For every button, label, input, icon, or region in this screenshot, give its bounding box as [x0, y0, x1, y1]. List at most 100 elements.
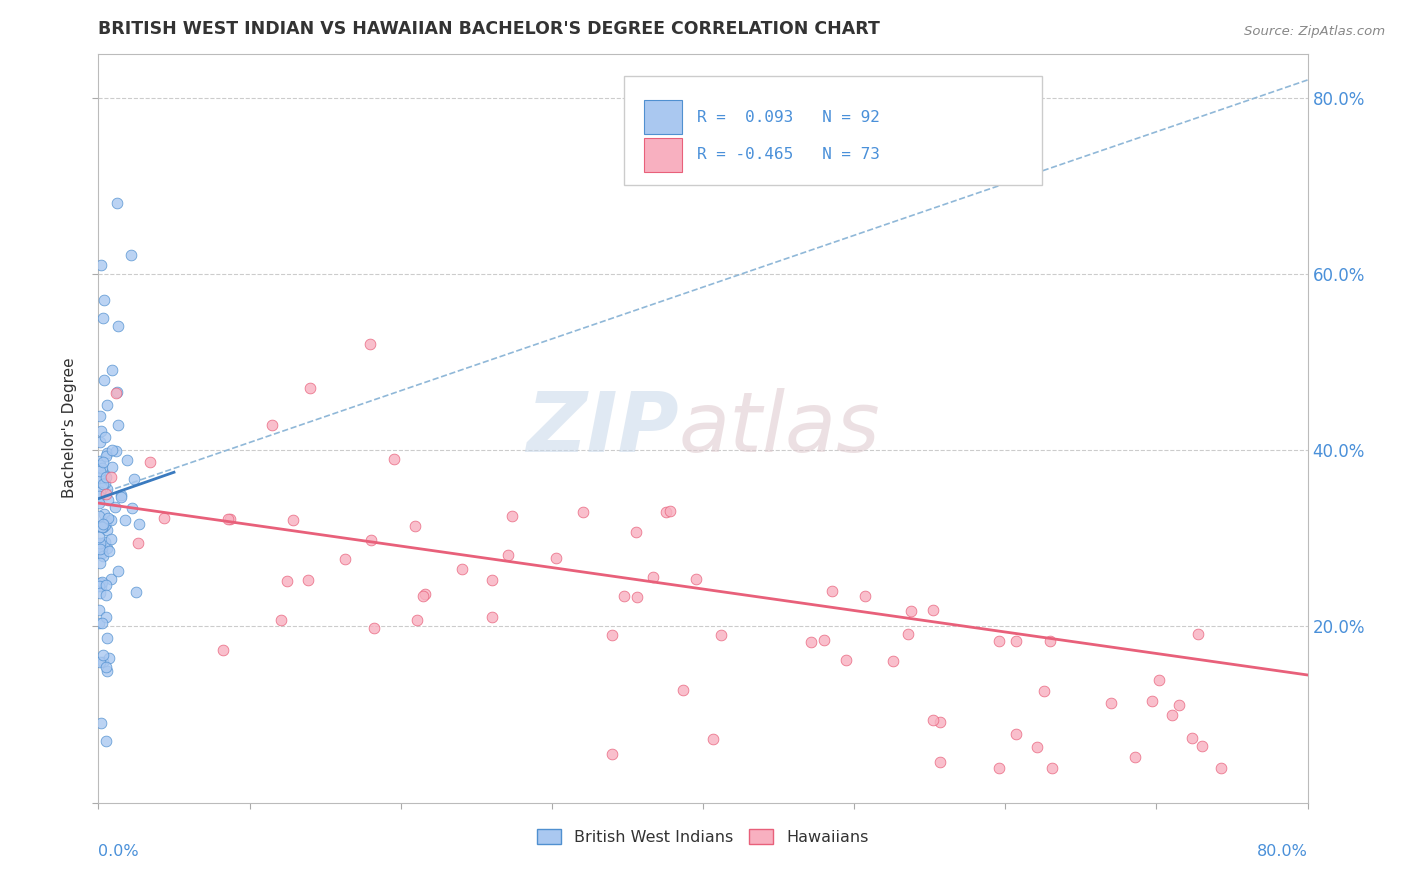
- Point: [94, 588, 117, 602]
- Point: [91, 655, 114, 669]
- Legend: British West Indians, Hawaiians: British West Indians, Hawaiians: [531, 822, 875, 851]
- Point: [217, 512, 239, 526]
- Point: [98, 544, 121, 558]
- Point: [90, 574, 112, 589]
- Point: [90, 579, 112, 593]
- Point: [96, 541, 118, 556]
- Point: [93, 468, 115, 483]
- Point: [97, 492, 120, 507]
- Point: [94, 469, 117, 483]
- Point: [299, 382, 322, 396]
- Point: [94, 487, 117, 501]
- Point: [107, 319, 129, 334]
- Point: [211, 643, 233, 657]
- Point: [89, 484, 111, 499]
- Point: [105, 196, 128, 211]
- Point: [94, 517, 117, 532]
- Point: [101, 459, 124, 474]
- Point: [89, 409, 111, 423]
- Point: [101, 363, 124, 377]
- Point: [1140, 694, 1163, 708]
- Point: [1026, 740, 1049, 755]
- Point: [922, 602, 945, 616]
- Point: [128, 517, 150, 532]
- Point: [929, 755, 952, 769]
- FancyBboxPatch shape: [644, 101, 682, 134]
- Point: [89, 489, 111, 503]
- Point: [89, 655, 111, 669]
- Point: [91, 310, 114, 325]
- Point: [96, 398, 118, 412]
- Point: [89, 556, 111, 570]
- Point: [107, 417, 129, 432]
- Point: [1209, 760, 1232, 774]
- Text: BRITISH WEST INDIAN VS HAWAIIAN BACHELOR'S DEGREE CORRELATION CHART: BRITISH WEST INDIAN VS HAWAIIAN BACHELOR…: [98, 21, 880, 38]
- Point: [94, 534, 117, 549]
- Point: [89, 434, 111, 449]
- Point: [685, 572, 707, 586]
- Point: [450, 562, 472, 576]
- Point: [90, 460, 112, 475]
- Point: [96, 450, 118, 464]
- Point: [110, 490, 132, 504]
- Point: [800, 635, 823, 649]
- Point: [93, 507, 115, 521]
- Point: [153, 511, 176, 525]
- Point: [110, 488, 132, 502]
- Point: [1040, 760, 1063, 774]
- Point: [89, 536, 111, 550]
- Point: [218, 512, 240, 526]
- Point: [91, 520, 114, 534]
- Point: [117, 453, 139, 467]
- Point: [90, 258, 112, 272]
- Point: [94, 578, 117, 592]
- Point: [360, 533, 382, 548]
- Point: [643, 570, 665, 584]
- Point: [820, 583, 842, 598]
- Point: [100, 532, 122, 546]
- Point: [413, 586, 436, 600]
- Point: [544, 550, 567, 565]
- Point: [1160, 707, 1182, 722]
- Point: [602, 747, 624, 762]
- Point: [90, 716, 112, 731]
- Point: [333, 552, 356, 566]
- Point: [96, 610, 118, 624]
- FancyBboxPatch shape: [624, 76, 1042, 185]
- Point: [929, 715, 952, 730]
- Point: [835, 653, 858, 667]
- Point: [104, 500, 127, 514]
- Point: [1191, 739, 1213, 753]
- Point: [89, 541, 111, 556]
- Point: [96, 664, 118, 678]
- Point: [360, 337, 382, 351]
- Point: [91, 517, 114, 532]
- Point: [97, 651, 120, 665]
- Point: [987, 634, 1010, 648]
- Point: [481, 574, 503, 588]
- Point: [404, 519, 426, 533]
- Point: [89, 579, 111, 593]
- Point: [89, 518, 111, 533]
- Point: [96, 446, 118, 460]
- Point: [89, 509, 111, 524]
- Point: [96, 631, 118, 645]
- Point: [89, 470, 111, 484]
- Text: 80.0%: 80.0%: [1257, 844, 1308, 859]
- Point: [624, 524, 647, 539]
- Point: [384, 452, 406, 467]
- Point: [91, 545, 114, 559]
- Point: [125, 585, 148, 599]
- Point: [91, 476, 114, 491]
- Point: [94, 734, 117, 748]
- Point: [363, 621, 385, 635]
- Point: [501, 509, 523, 524]
- Point: [987, 760, 1010, 774]
- Point: [89, 471, 111, 485]
- Point: [921, 713, 943, 727]
- Point: [1039, 633, 1062, 648]
- Point: [105, 385, 128, 400]
- Point: [613, 589, 636, 603]
- Point: [94, 430, 117, 444]
- Point: [1004, 726, 1026, 740]
